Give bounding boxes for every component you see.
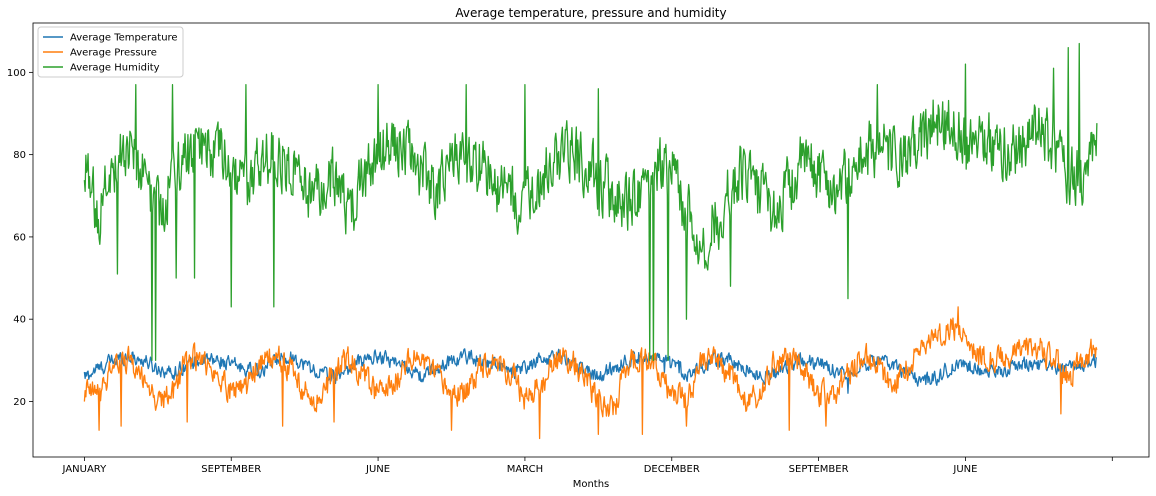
x-axis-label: Months: [573, 479, 610, 490]
series-line-3: [83, 42, 1098, 361]
series-line-2: [83, 306, 1098, 440]
y-axis: 20 40 60 80 100: [7, 68, 33, 408]
x-tick-label: JUNE: [365, 464, 390, 475]
legend-label: Average Humidity: [70, 63, 160, 74]
x-tick-label: SEPTEMBER: [201, 464, 261, 475]
plot-frame: [32, 22, 1150, 458]
x-tick-label: DECEMBER: [644, 464, 700, 475]
x-tick-label: JUNE: [952, 464, 977, 475]
legend: Average Temperature Average Pressure Avera…: [37, 26, 184, 78]
y-tick-label: 80: [13, 150, 26, 161]
y-tick-label: 60: [13, 232, 26, 243]
x-axis: JANUARY SEPTEMBER JUNE MARCH DECEMBER SEPTEMB…: [62, 457, 1113, 475]
legend-box: [37, 26, 184, 78]
y-tick-label: 20: [13, 397, 26, 408]
x-tick-label: JANUARY: [62, 464, 108, 475]
x-tick-label: SEPTEMBER: [789, 464, 849, 475]
legend-label: Average Pressure: [70, 48, 157, 59]
legend-label: Average Temperature: [70, 33, 178, 44]
x-tick-label: MARCH: [507, 464, 543, 475]
y-tick-label: 40: [13, 315, 26, 326]
series-layer: [83, 42, 1098, 440]
chart-title: Average temperature, pressure and humidi…: [455, 6, 726, 20]
y-tick-label: 100: [7, 68, 26, 79]
